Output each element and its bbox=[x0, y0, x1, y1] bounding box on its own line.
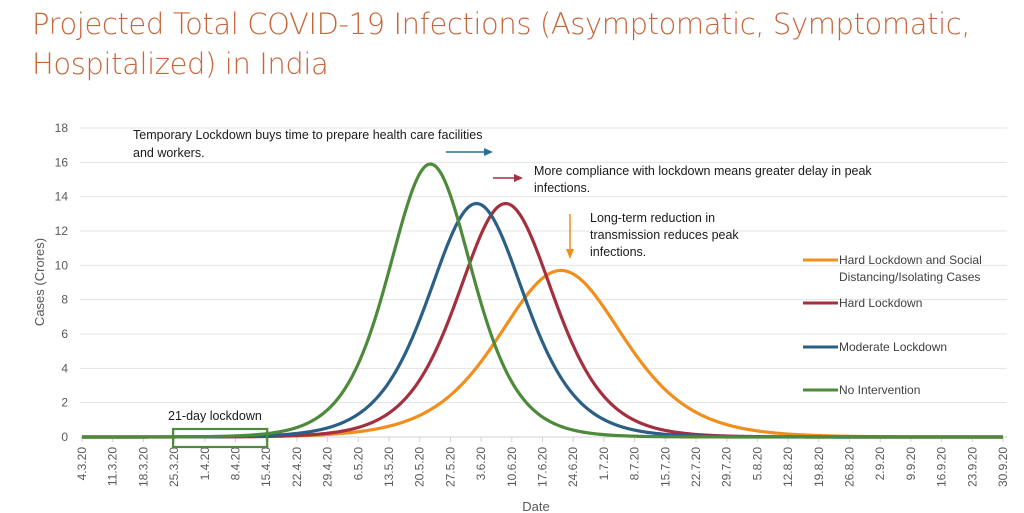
x-tick-label: 26.8.20 bbox=[843, 447, 857, 487]
x-tick-label: 12.8.20 bbox=[781, 447, 795, 487]
legend-label: Hard Lockdown bbox=[839, 296, 922, 310]
x-tick-label: 1.7.20 bbox=[597, 447, 611, 481]
x-tick-label: 25.3.20 bbox=[167, 447, 181, 487]
x-tick-label: 23.9.20 bbox=[965, 447, 979, 487]
legend-label: No Intervention bbox=[839, 383, 920, 397]
series-lines bbox=[81, 162, 1004, 439]
y-tick-label: 6 bbox=[61, 327, 68, 341]
annotation-text: More compliance with lockdown means grea… bbox=[534, 164, 872, 178]
y-tick-label: 10 bbox=[55, 258, 69, 272]
annotation-text: Long-term reduction in bbox=[590, 211, 715, 225]
x-tick-label: 18.3.20 bbox=[136, 447, 150, 487]
arrow-head-icon bbox=[514, 174, 523, 182]
arrow-head-icon bbox=[566, 249, 574, 259]
x-tick-label: 22.7.20 bbox=[689, 447, 703, 487]
legend: Hard Lockdown and Social Distancing/Isola… bbox=[803, 253, 982, 397]
x-tick-label: 8.4.20 bbox=[229, 447, 243, 481]
x-tick-label: 4.3.20 bbox=[75, 447, 89, 481]
x-axis-label: Date bbox=[522, 499, 549, 513]
x-tick-label: 24.6.20 bbox=[566, 447, 580, 487]
x-tick-label: 30.9.20 bbox=[996, 447, 1010, 487]
x-tick-label: 6.5.20 bbox=[351, 447, 365, 481]
y-tick-label: 18 bbox=[55, 121, 69, 135]
x-tick-label: 10.6.20 bbox=[505, 447, 519, 487]
x-tick-label: 17.6.20 bbox=[536, 447, 550, 487]
gridlines bbox=[80, 127, 1007, 438]
series-line-hard-lockdown bbox=[81, 201, 1004, 439]
series-line-no-intervention bbox=[81, 162, 1004, 439]
x-tick-label: 8.7.20 bbox=[628, 447, 642, 481]
x-tick-label: 5.8.20 bbox=[750, 447, 764, 481]
x-tick-label: 1.4.20 bbox=[198, 447, 212, 481]
annotation-text: 21-day lockdown bbox=[168, 409, 262, 423]
x-tick-label: 11.3.20 bbox=[106, 447, 120, 486]
x-tick-label: 20.5.20 bbox=[413, 447, 427, 487]
y-axis-label: Cases (Crores) bbox=[32, 238, 47, 326]
y-tick-label: 16 bbox=[55, 155, 69, 169]
x-tick-label: 3.6.20 bbox=[474, 447, 488, 481]
x-tick-label: 27.5.20 bbox=[443, 447, 457, 487]
x-tick-label: 29.4.20 bbox=[321, 447, 335, 487]
legend-label: Hard Lockdown and Social Distancing/Isola… bbox=[839, 253, 982, 284]
y-tick-label: 0 bbox=[61, 430, 68, 444]
y-tick-label: 2 bbox=[61, 396, 68, 410]
annotations: Temporary Lockdown buys time to prepare … bbox=[133, 128, 872, 449]
x-tick-label: 15.7.20 bbox=[658, 447, 672, 487]
x-tick-label: 9.9.20 bbox=[904, 447, 918, 481]
y-tick-label: 4 bbox=[61, 361, 68, 375]
x-tick-label: 13.5.20 bbox=[382, 447, 396, 487]
x-tick-label: 2.9.20 bbox=[873, 447, 887, 481]
x-tick-label: 29.7.20 bbox=[720, 447, 734, 487]
legend-label-line: Hard Lockdown and Social bbox=[839, 253, 982, 267]
x-tick-label: 19.8.20 bbox=[812, 447, 826, 487]
legend-label-line: Distancing/Isolating Cases bbox=[839, 270, 980, 284]
annotation-text: transmission reduces peak bbox=[590, 228, 739, 242]
lockdown-period-box bbox=[172, 427, 269, 449]
y-tick-label: 14 bbox=[55, 190, 69, 204]
x-tick-label: 16.9.20 bbox=[935, 447, 949, 487]
x-tick-label: 15.4.20 bbox=[259, 447, 273, 487]
annotation-text: and workers. bbox=[133, 146, 205, 160]
y-tick-label: 8 bbox=[61, 293, 68, 307]
y-tick-label: 12 bbox=[55, 224, 69, 238]
series-line-moderate-lockdown bbox=[81, 201, 1004, 439]
legend-label: Moderate Lockdown bbox=[839, 340, 947, 354]
annotation-text: Temporary Lockdown buys time to prepare … bbox=[133, 128, 482, 142]
page-title: Projected Total COVID-19 Infections (Asy… bbox=[32, 7, 971, 81]
arrow-head-icon bbox=[484, 148, 493, 156]
annotation-text: infections. bbox=[590, 245, 646, 259]
annotation-text: infections. bbox=[534, 181, 590, 195]
x-axis-ticks: 4.3.20 11.3.20 18.3.20 25.3.20 1.4.20 8.4.20 1… bbox=[75, 437, 1010, 487]
y-axis-ticks: 0 2 4 6 8 10 12 14 16 18 bbox=[55, 121, 69, 444]
x-tick-label: 22.4.20 bbox=[290, 447, 304, 487]
